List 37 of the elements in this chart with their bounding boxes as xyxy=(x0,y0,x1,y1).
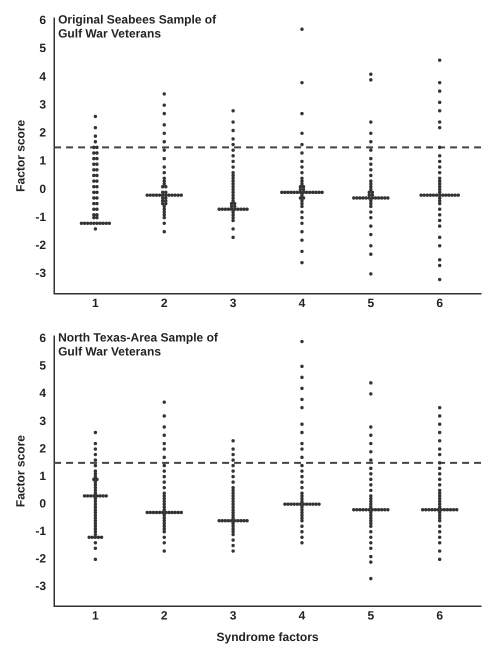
y-axis-title: Factor score xyxy=(14,434,28,508)
y-tick-label: 1 xyxy=(39,468,46,483)
y-tick-label: 1 xyxy=(39,154,46,168)
x-axis-title: Syndrome factors xyxy=(216,630,319,644)
y-tick-label: -1 xyxy=(35,524,46,538)
x-tick-label: 1 xyxy=(92,296,100,310)
x-tick-label: 5 xyxy=(367,608,374,623)
x-tick-label: 2 xyxy=(160,296,168,310)
x-tick-label: 5 xyxy=(367,296,374,310)
y-tick-label: 2 xyxy=(39,441,46,456)
y-tick-label: 2 xyxy=(39,126,46,140)
y-tick-label: 3 xyxy=(39,414,46,428)
chart-title: Original Seabees Sample of Gulf War Veterans xyxy=(58,12,218,40)
y-axis-title: Factor score xyxy=(14,119,28,192)
chart-title: North Texas-Area Sample of Gulf War Veterans xyxy=(58,330,219,358)
x-tick-label: 3 xyxy=(230,608,237,623)
x-tick-label: 6 xyxy=(436,608,444,623)
y-tick-label: -2 xyxy=(35,552,46,566)
y-tick-label: 5 xyxy=(39,41,46,56)
y-tick-label: -3 xyxy=(35,266,46,280)
x-tick-label: 2 xyxy=(160,608,168,623)
x-tick-label: 6 xyxy=(436,296,444,310)
y-tick-label: 6 xyxy=(39,13,46,28)
y-tick-label: 0 xyxy=(39,496,46,510)
x-tick-label: 3 xyxy=(230,296,237,310)
y-tick-label: 4 xyxy=(39,69,46,84)
y-tick-label: 4 xyxy=(39,386,46,400)
y-tick-label: 0 xyxy=(39,182,46,196)
y-tick-label: 6 xyxy=(39,331,46,346)
x-tick-label: 1 xyxy=(92,608,100,623)
y-tick-label: -1 xyxy=(35,210,46,224)
y-tick-label: -3 xyxy=(35,579,46,594)
x-tick-label: 4 xyxy=(298,296,306,310)
y-tick-label: 3 xyxy=(39,97,46,112)
y-tick-label: 5 xyxy=(39,358,46,373)
x-tick-label: 4 xyxy=(298,608,306,623)
y-tick-label: -2 xyxy=(35,238,46,252)
